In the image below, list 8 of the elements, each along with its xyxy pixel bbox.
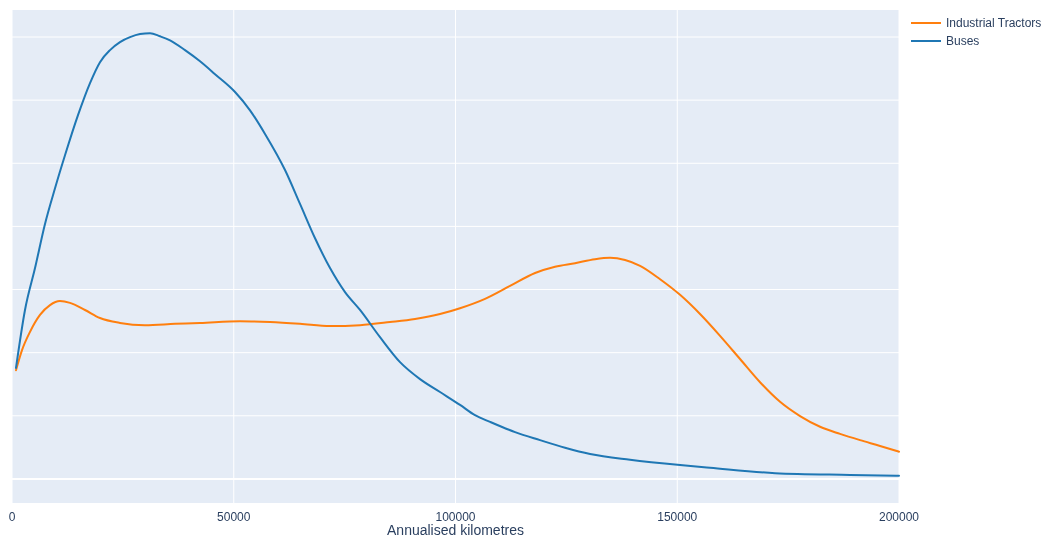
x-tick-label: 0 (8, 510, 16, 524)
x-tick-label: 200000 (878, 510, 920, 524)
legend-label: Buses (946, 34, 980, 48)
x-tick-label: 100000 (435, 510, 476, 524)
legend-label: Industrial Tractors (946, 16, 1042, 30)
x-axis-title: Annualised kilometres (387, 522, 524, 538)
x-tick-label: 50000 (217, 510, 251, 524)
x-tick-label: 150000 (657, 510, 698, 524)
